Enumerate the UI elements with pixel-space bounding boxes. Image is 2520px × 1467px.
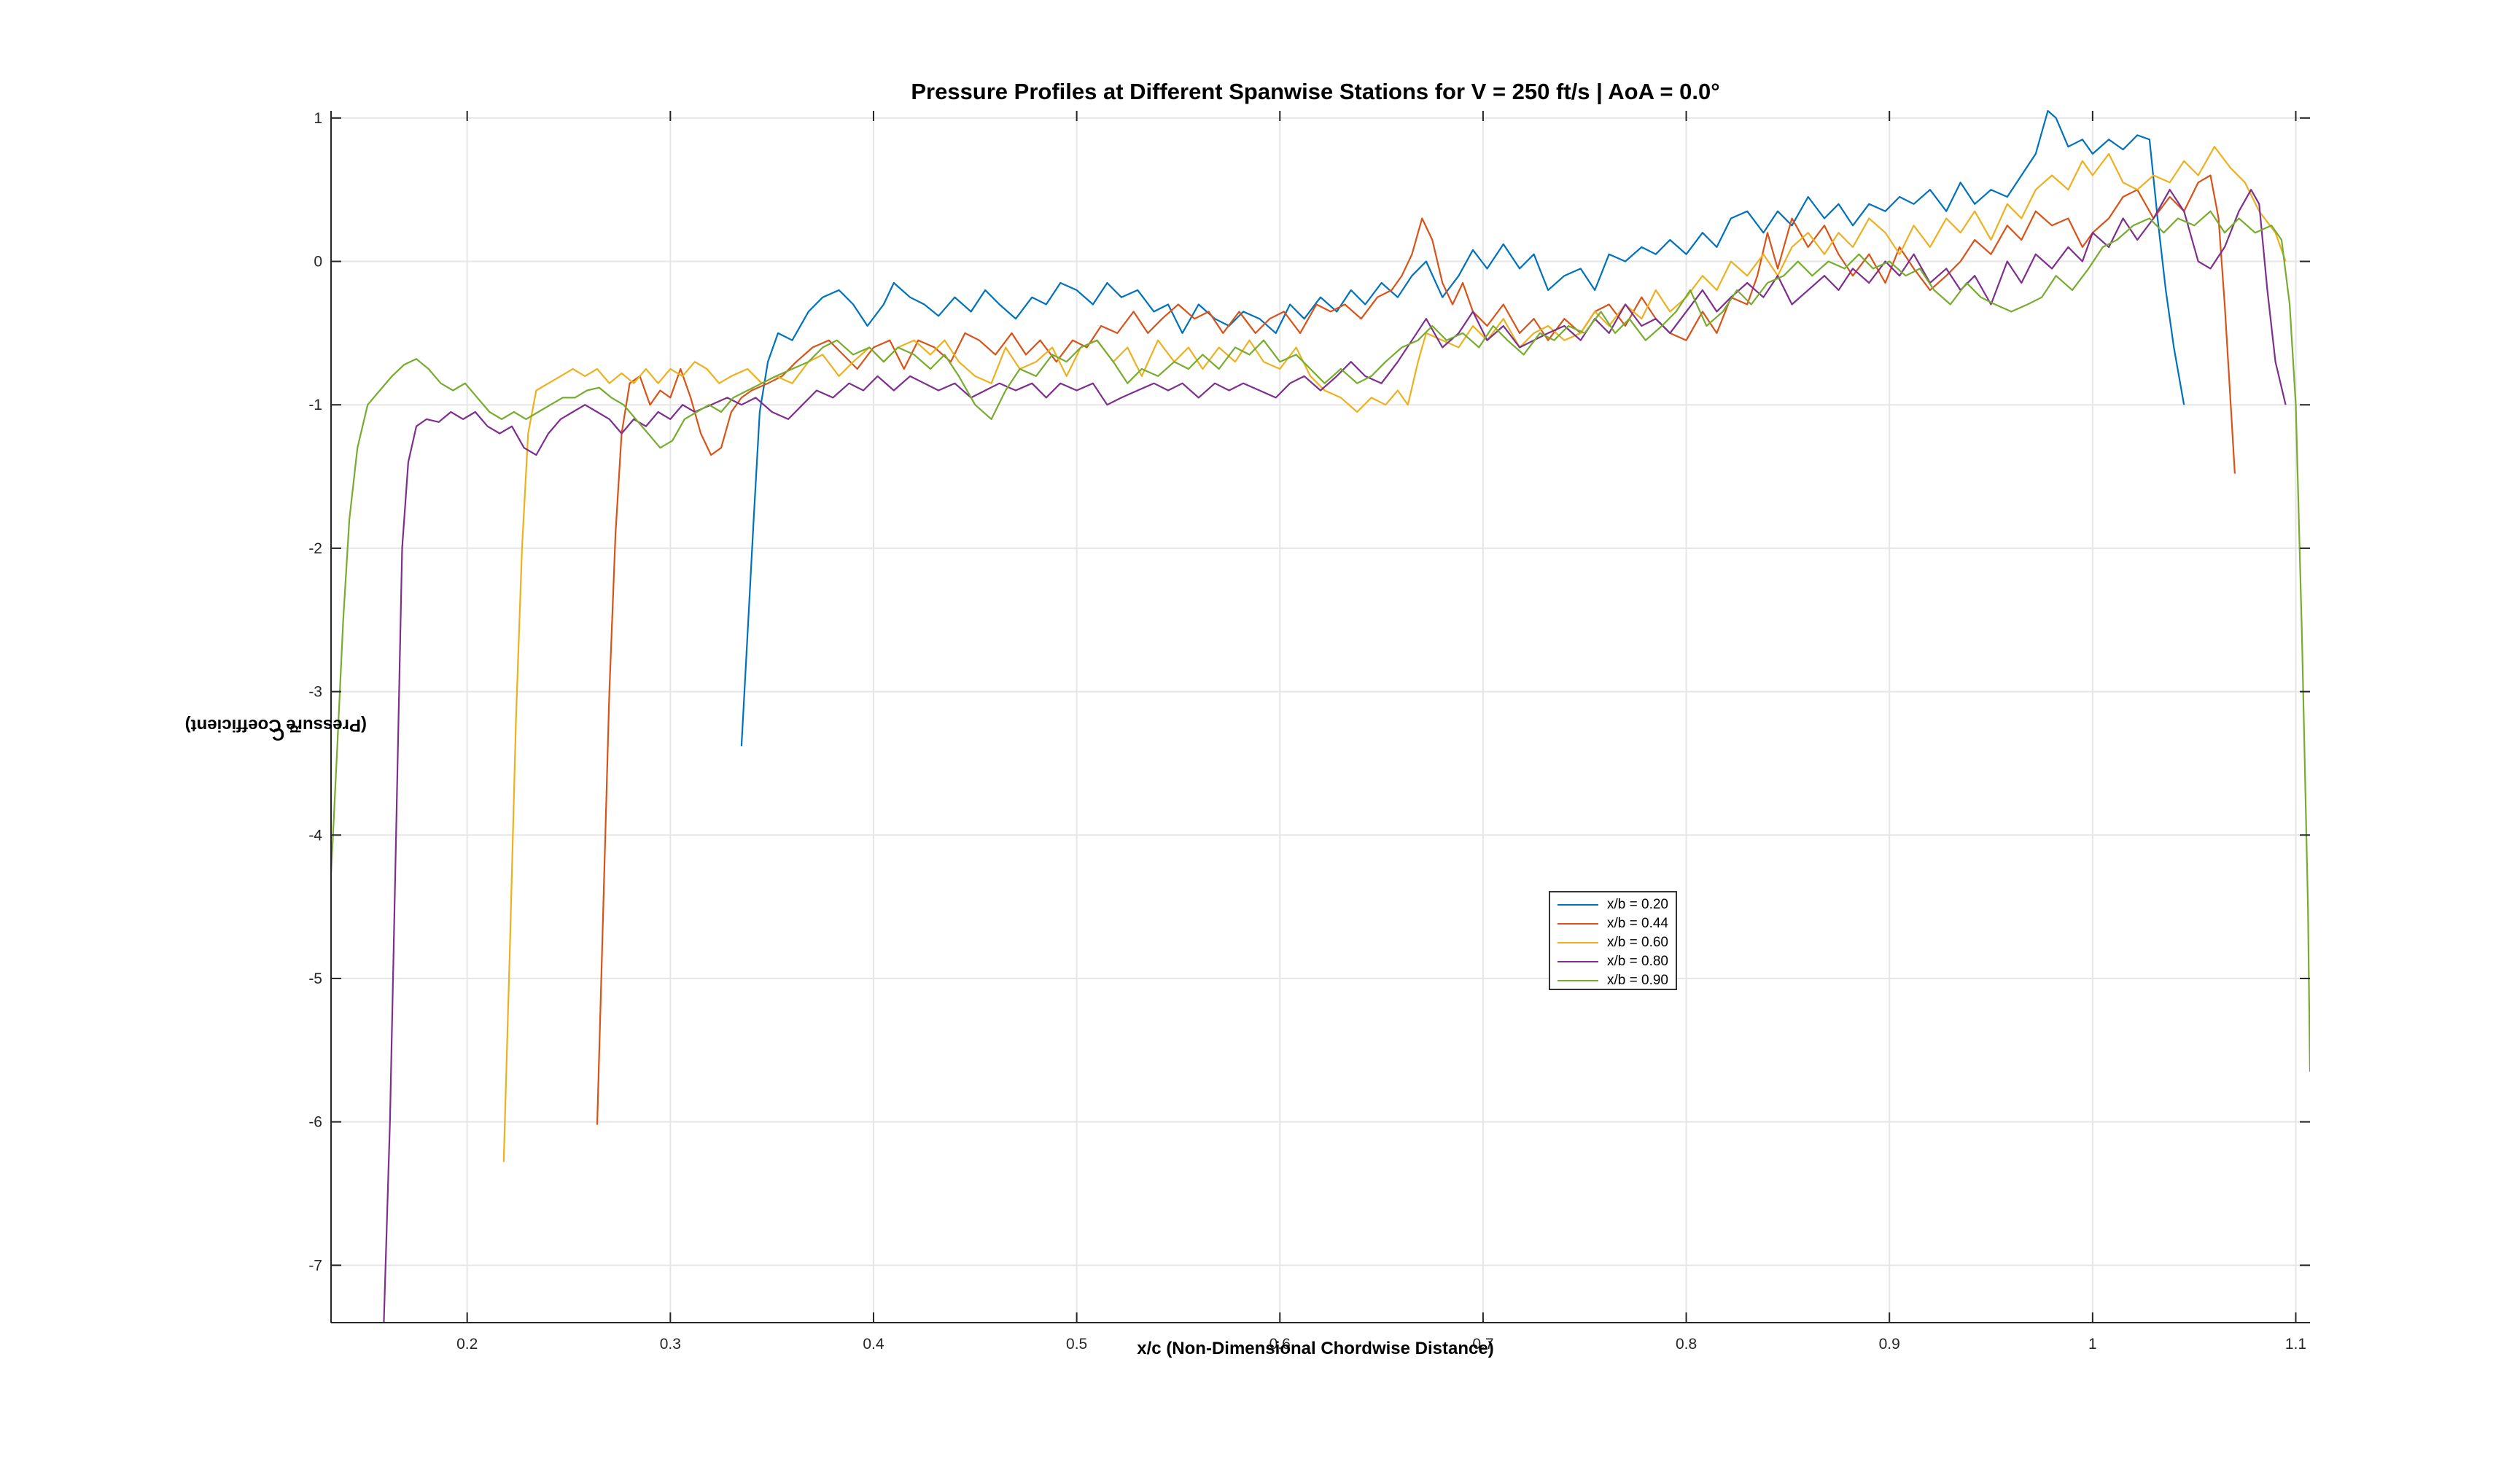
legend-item[interactable]: x/b = 0.90	[1556, 971, 1670, 990]
y-tick-labels: 1 0 -1 -2 -3 -4 -5 -6 -7	[308, 110, 322, 1274]
series-line-4	[383, 189, 2287, 1323]
series-line-3	[502, 146, 2287, 1162]
x-tick-label: 1.1	[2285, 1336, 2306, 1353]
legend-label: x/b = 0.80	[1607, 954, 1668, 969]
legend-swatch	[1558, 923, 1598, 925]
legend-item[interactable]: x/b = 0.80	[1556, 952, 1670, 971]
chart-title: Pressure Profiles at Different Spanwise …	[911, 79, 1720, 104]
x-tick-label: 0.2	[456, 1336, 478, 1353]
y-tick-label: 0	[314, 254, 322, 271]
x-tick-labels: 0.2 0.3 0.4 0.5 0.6 0.7 0.8 0.9 1 1.1	[456, 1336, 2306, 1353]
legend-label: x/b = 0.90	[1607, 973, 1668, 988]
y-tick-label: -4	[308, 827, 322, 844]
y-tick-label: -5	[308, 970, 322, 987]
series-layer	[331, 109, 2310, 1323]
series-line-2	[596, 174, 2236, 1125]
legend-label: x/b = 0.20	[1607, 897, 1668, 912]
axes	[330, 111, 2310, 1323]
x-axis-label: x/c (Non-Dimensional Chordwise Distance)	[1137, 1339, 1494, 1358]
legend-item[interactable]: x/b = 0.20	[1556, 895, 1670, 914]
y-tick-label: -7	[308, 1257, 322, 1274]
x-tick-label: 0.4	[863, 1336, 884, 1353]
series-line-1	[740, 109, 2185, 747]
grid	[331, 111, 2310, 1323]
y-tick-label: -1	[308, 397, 322, 413]
y-tick-label: -2	[308, 540, 322, 557]
x-tick-label: 0.3	[660, 1336, 681, 1353]
legend-swatch	[1558, 904, 1598, 906]
x-tick-label: 1	[2088, 1336, 2097, 1353]
legend-label: x/b = 0.44	[1607, 916, 1668, 931]
x-tick-label: 0.8	[1676, 1336, 1697, 1353]
y-tick-label: -3	[308, 684, 322, 701]
series-line-5	[331, 210, 2310, 1072]
legend-swatch	[1558, 980, 1598, 981]
y-tick-label: -6	[308, 1114, 322, 1131]
legend-swatch	[1558, 961, 1598, 962]
plot-background	[331, 111, 2310, 1323]
x-tick-label: 0.5	[1066, 1336, 1087, 1353]
legend-label: x/b = 0.60	[1607, 935, 1668, 950]
legend-swatch	[1558, 942, 1598, 943]
x-tick-label: 0.6	[1269, 1336, 1291, 1353]
x-tick-label: 0.7	[1472, 1336, 1493, 1353]
x-tick-label: 0.9	[1879, 1336, 1900, 1353]
legend[interactable]: x/b = 0.20 x/b = 0.44 x/b = 0.60 x/b = 0…	[1549, 891, 1677, 990]
y-tick-label: 1	[314, 110, 322, 127]
legend-item[interactable]: x/b = 0.60	[1556, 933, 1670, 952]
legend-item[interactable]: x/b = 0.44	[1556, 914, 1670, 933]
y-axis-label-rest: (Pressure Coefficient)	[184, 715, 372, 736]
